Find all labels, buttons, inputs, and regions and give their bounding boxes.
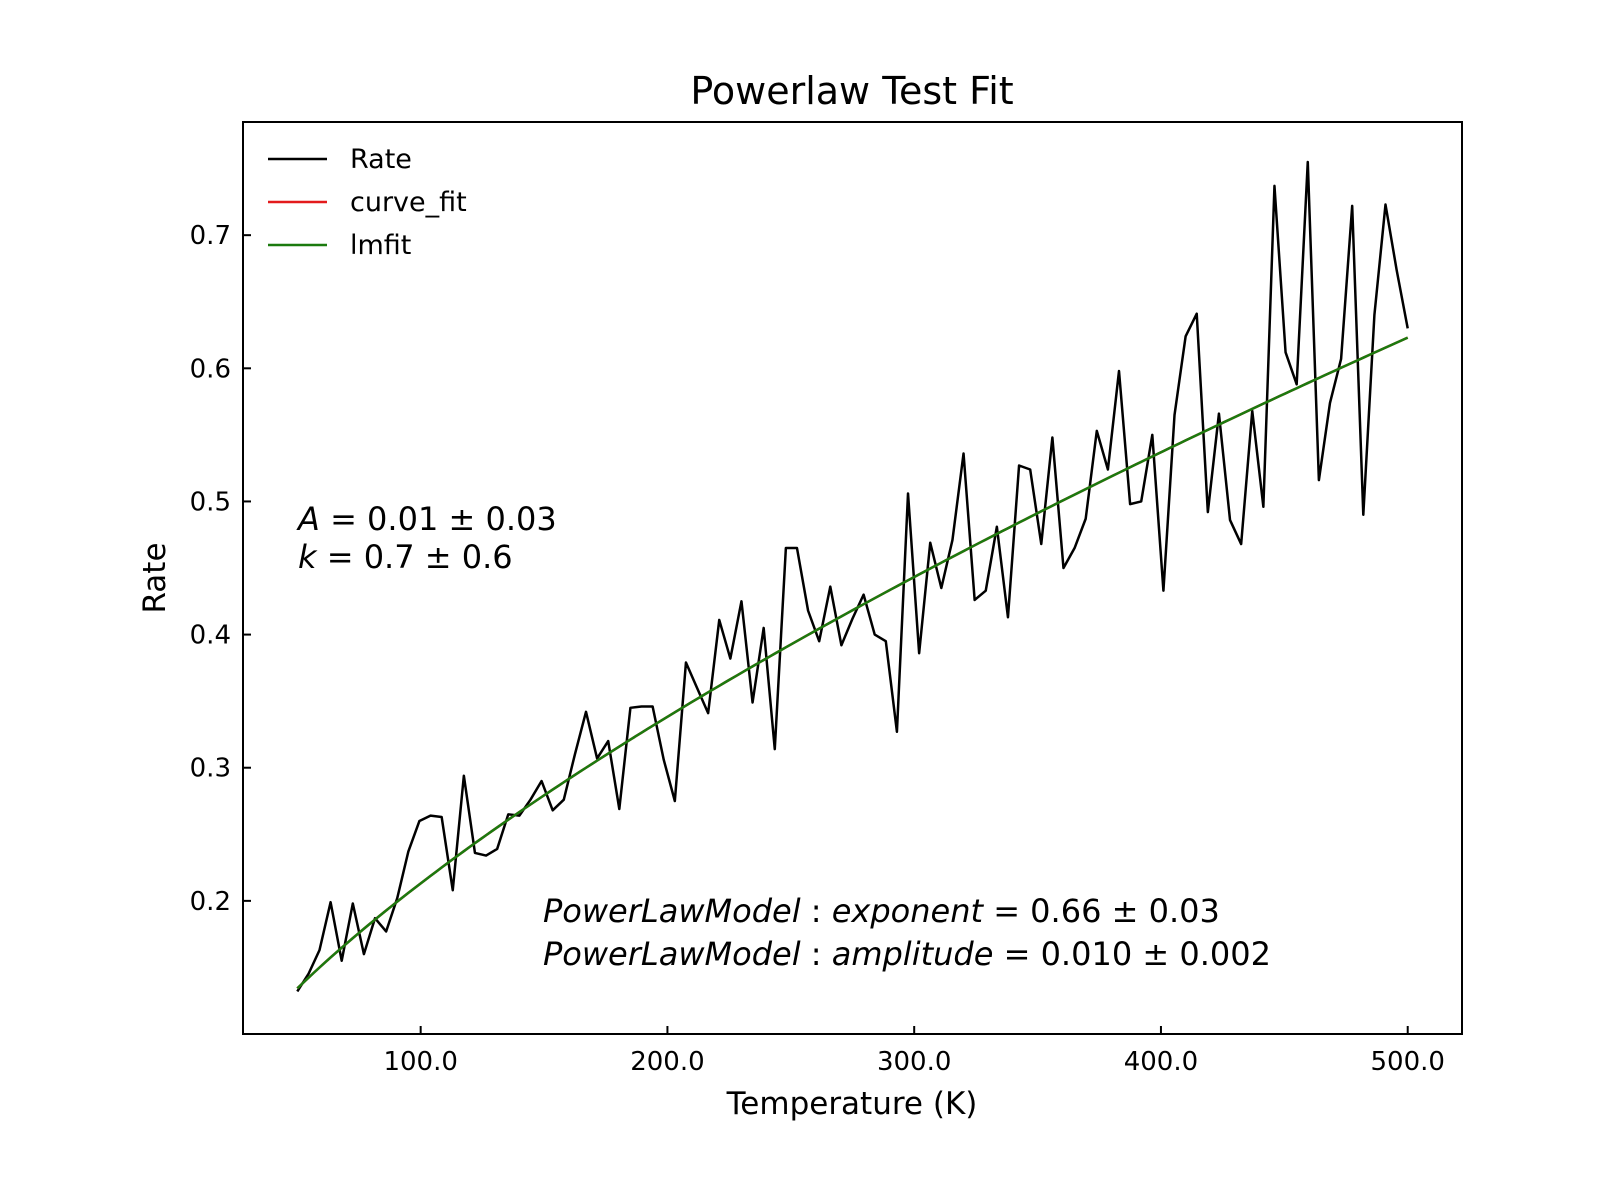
legend-label-rate: Rate bbox=[350, 144, 412, 175]
annotation-value-amplitude: = 0.010 ± 0.002 bbox=[993, 935, 1271, 973]
y-axis-label: Rate bbox=[137, 542, 173, 613]
x-tick-label: 200.0 bbox=[630, 1047, 704, 1077]
x-tick-label: 500.0 bbox=[1370, 1047, 1444, 1077]
x-tick-label: 300.0 bbox=[877, 1047, 951, 1077]
y-axis: 0.2 0.3 0.4 0.5 0.6 0.7 bbox=[190, 221, 251, 917]
annotation-model-name: PowerLawModel bbox=[543, 935, 801, 973]
annotation-value-exponent: = 0.66 ± 0.03 bbox=[983, 892, 1220, 930]
y-tick-label: 0.4 bbox=[190, 621, 231, 651]
annotation-value-k: = 0.7 ± 0.6 bbox=[317, 538, 513, 576]
plot-area bbox=[296, 160, 1409, 993]
annotation-separator: : bbox=[801, 935, 832, 973]
annotation-curve-fit-amplitude: A = 0.01 ± 0.03 bbox=[296, 500, 557, 538]
series-line-rate bbox=[296, 160, 1409, 993]
x-tick-label: 100.0 bbox=[383, 1047, 457, 1077]
x-axis: 100.0 200.0 300.0 400.0 500.0 bbox=[383, 1026, 1445, 1077]
annotation-lmfit-exponent: PowerLawModel : exponent = 0.66 ± 0.03 bbox=[543, 892, 1220, 930]
annotation-symbol-k: k bbox=[298, 538, 318, 576]
annotation-separator: : bbox=[801, 892, 832, 930]
series-line-lmfit bbox=[296, 336, 1409, 990]
y-tick-label: 0.6 bbox=[190, 354, 231, 384]
annotation-param-amplitude: amplitude bbox=[832, 935, 994, 973]
annotation-value-a: = 0.01 ± 0.03 bbox=[320, 500, 557, 538]
legend: Rate curve_fit lmfit bbox=[268, 144, 467, 261]
annotation-curve-fit-exponent: k = 0.7 ± 0.6 bbox=[298, 538, 513, 576]
legend-label-lmfit: lmfit bbox=[350, 230, 411, 261]
plot-frame bbox=[242, 121, 1463, 1035]
y-tick-label: 0.5 bbox=[190, 487, 231, 517]
annotation-symbol-a: A bbox=[296, 500, 320, 538]
legend-label-curve-fit: curve_fit bbox=[350, 187, 467, 218]
y-tick-label: 0.2 bbox=[190, 887, 231, 917]
x-axis-label: Temperature (K) bbox=[726, 1086, 978, 1122]
chart-title: Powerlaw Test Fit bbox=[690, 69, 1013, 113]
annotation-param-exponent: exponent bbox=[832, 892, 985, 930]
y-tick-label: 0.3 bbox=[190, 754, 231, 784]
y-tick-label: 0.7 bbox=[190, 221, 231, 251]
series-group bbox=[296, 160, 1409, 993]
annotation-model-name: PowerLawModel bbox=[543, 892, 801, 930]
x-tick-label: 400.0 bbox=[1124, 1047, 1198, 1077]
annotation-lmfit-amplitude: PowerLawModel : amplitude = 0.010 ± 0.00… bbox=[543, 935, 1271, 973]
